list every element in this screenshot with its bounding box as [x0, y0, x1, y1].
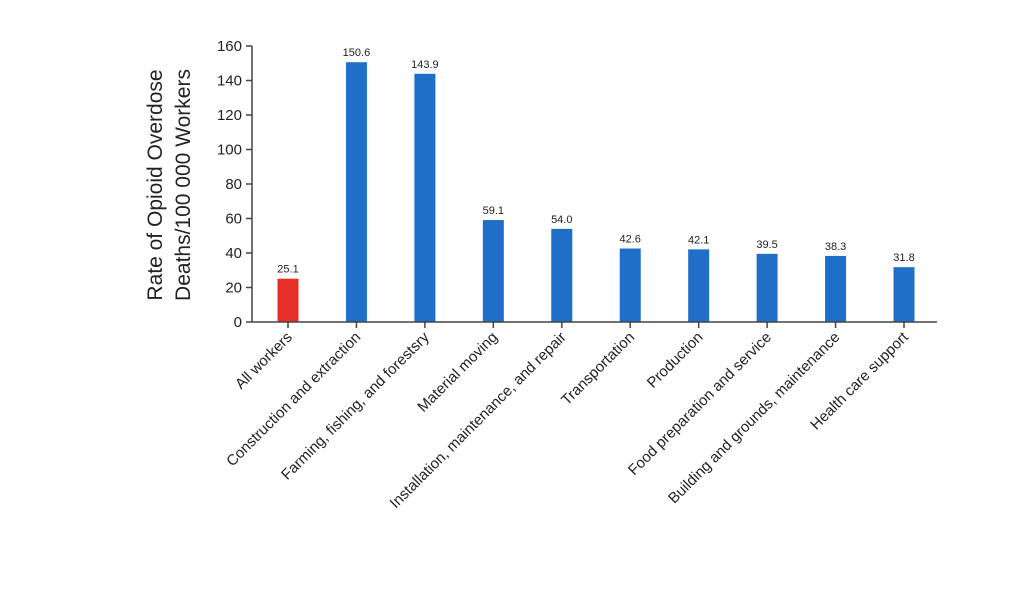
bar — [277, 278, 299, 322]
bars: 25.1 150.6 143.9 59.1 54.0 42.6 42.1 39.5 38.3 31… — [277, 47, 915, 323]
bar — [414, 73, 436, 323]
bar — [893, 267, 915, 322]
bar-value-label: 31.8 — [893, 252, 914, 264]
bar-value-label: 39.5 — [756, 239, 777, 251]
x-tick-label: Food preparation and service — [625, 329, 775, 479]
bar — [619, 248, 641, 322]
bar-value-label: 38.3 — [825, 241, 846, 253]
x-tick-label: Production — [644, 329, 707, 392]
y-axis-title-line-1: Rate of Opioid Overdose — [144, 69, 167, 300]
bar-value-label: 143.9 — [411, 59, 439, 71]
bar-value-label: 42.6 — [620, 234, 641, 246]
y-tick-label: 0 — [234, 314, 242, 331]
y-tick-label: 60 — [225, 211, 242, 228]
x-tick-label: All workers — [232, 329, 296, 393]
bar — [482, 220, 504, 322]
y-tick-label: 120 — [217, 107, 242, 124]
bar — [551, 228, 573, 322]
x-tick-label: Transportation — [558, 329, 638, 409]
bar-value-label: 25.1 — [277, 264, 298, 276]
bar — [825, 255, 847, 322]
bar — [756, 253, 778, 322]
x-tick-label: Farming, fishing, and forestsry — [278, 328, 433, 483]
bar-value-label: 59.1 — [483, 205, 504, 217]
y-tick-label: 100 — [217, 142, 242, 159]
bar-value-label: 54.0 — [551, 214, 572, 226]
y-tick-label: 40 — [225, 245, 242, 262]
bar-value-label: 150.6 — [343, 47, 371, 59]
y-tick-label: 140 — [217, 73, 242, 90]
y-tick-label: 160 — [217, 38, 242, 55]
y-axis-title-line-2: Deaths/100 000 Workers — [172, 69, 195, 301]
x-tick-label: Construction and extraction — [223, 329, 364, 470]
y-axis-title: Rate of Opioid Overdose Deaths/100 000 W… — [144, 69, 195, 301]
bar-value-label: 42.1 — [688, 234, 709, 246]
y-tick-label: 20 — [225, 280, 242, 297]
y-axis: 0 20 40 60 80 100 120 140 160 — [217, 38, 253, 331]
bar — [688, 249, 710, 322]
y-tick-label: 80 — [225, 176, 242, 193]
bar — [345, 62, 367, 323]
